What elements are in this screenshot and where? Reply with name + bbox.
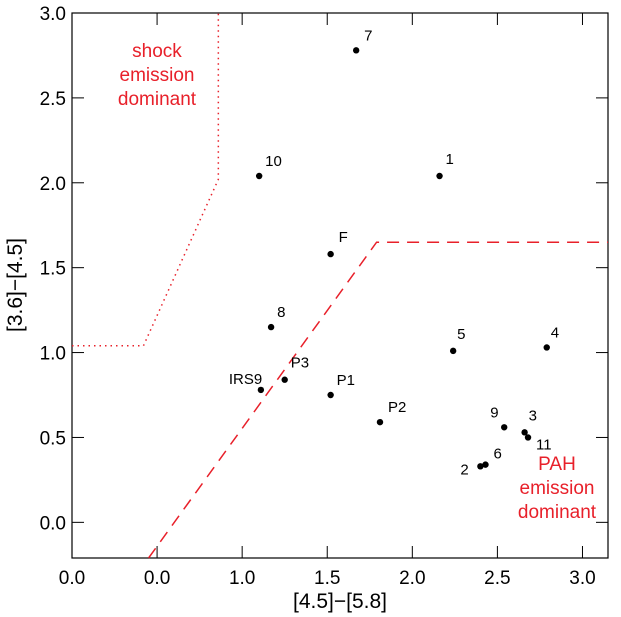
point bbox=[521, 429, 528, 436]
point-label: 5 bbox=[457, 326, 465, 343]
y-tick-label: 2.0 bbox=[40, 174, 66, 195]
point bbox=[267, 323, 275, 331]
point bbox=[327, 250, 334, 258]
y-tick-label: 1.5 bbox=[40, 259, 66, 280]
point-label: 1 bbox=[446, 151, 454, 168]
x-tick-label: 2.0 bbox=[399, 568, 425, 589]
point-label: 2 bbox=[460, 461, 468, 478]
point bbox=[352, 47, 360, 54]
annotation: PAH bbox=[538, 454, 576, 475]
x-tick-label: 0.0 bbox=[144, 568, 170, 589]
point-label: IRS9 bbox=[229, 371, 262, 388]
y-tick-label: 3.0 bbox=[40, 4, 66, 25]
point-label: 10 bbox=[265, 153, 282, 170]
x-tick-label: 0.0 bbox=[59, 568, 85, 589]
point bbox=[482, 461, 489, 468]
point bbox=[257, 386, 265, 394]
point bbox=[436, 172, 443, 180]
y-tick-label: 2.5 bbox=[40, 89, 66, 110]
point-label: 7 bbox=[364, 27, 372, 44]
point bbox=[376, 418, 384, 426]
point-label: 4 bbox=[551, 324, 559, 341]
point bbox=[477, 463, 484, 470]
y-tick-label: 0.5 bbox=[40, 428, 66, 449]
annotation: emission bbox=[520, 478, 595, 499]
point-label: 6 bbox=[493, 446, 501, 463]
point bbox=[543, 344, 550, 351]
plot-frame bbox=[71, 12, 609, 559]
x-tick-label: 2.5 bbox=[484, 568, 510, 589]
point-label: P1 bbox=[337, 372, 355, 389]
annotation: dominant bbox=[118, 89, 197, 110]
point-label: 11 bbox=[536, 436, 552, 453]
x-tick-label: 3.0 bbox=[569, 568, 595, 589]
boundary-line bbox=[147, 241, 608, 559]
point bbox=[327, 391, 334, 399]
point-label: 9 bbox=[490, 404, 498, 421]
y-axis-label: [3.6]−[4.5] bbox=[4, 238, 27, 332]
point-label: P2 bbox=[388, 399, 406, 416]
point bbox=[255, 172, 263, 180]
y-tick-label: 1.0 bbox=[40, 344, 66, 365]
point bbox=[281, 376, 288, 383]
x-tick-label: 1.5 bbox=[314, 568, 340, 589]
point-label: 8 bbox=[277, 304, 285, 321]
point-label: 3 bbox=[529, 407, 537, 424]
x-tick-label: 1.0 bbox=[229, 568, 255, 589]
point-label: F bbox=[339, 229, 348, 246]
point bbox=[501, 424, 508, 431]
point-label: P3 bbox=[291, 355, 309, 372]
annotation: shock bbox=[132, 41, 182, 62]
y-tick-label: 0.0 bbox=[40, 513, 66, 534]
point bbox=[449, 347, 457, 355]
annotation: dominant bbox=[518, 502, 597, 523]
x-axis-label: [4.5]−[5.8] bbox=[293, 590, 387, 613]
boundary-line bbox=[72, 13, 220, 347]
annotation: emission bbox=[120, 65, 195, 86]
point bbox=[524, 434, 532, 441]
